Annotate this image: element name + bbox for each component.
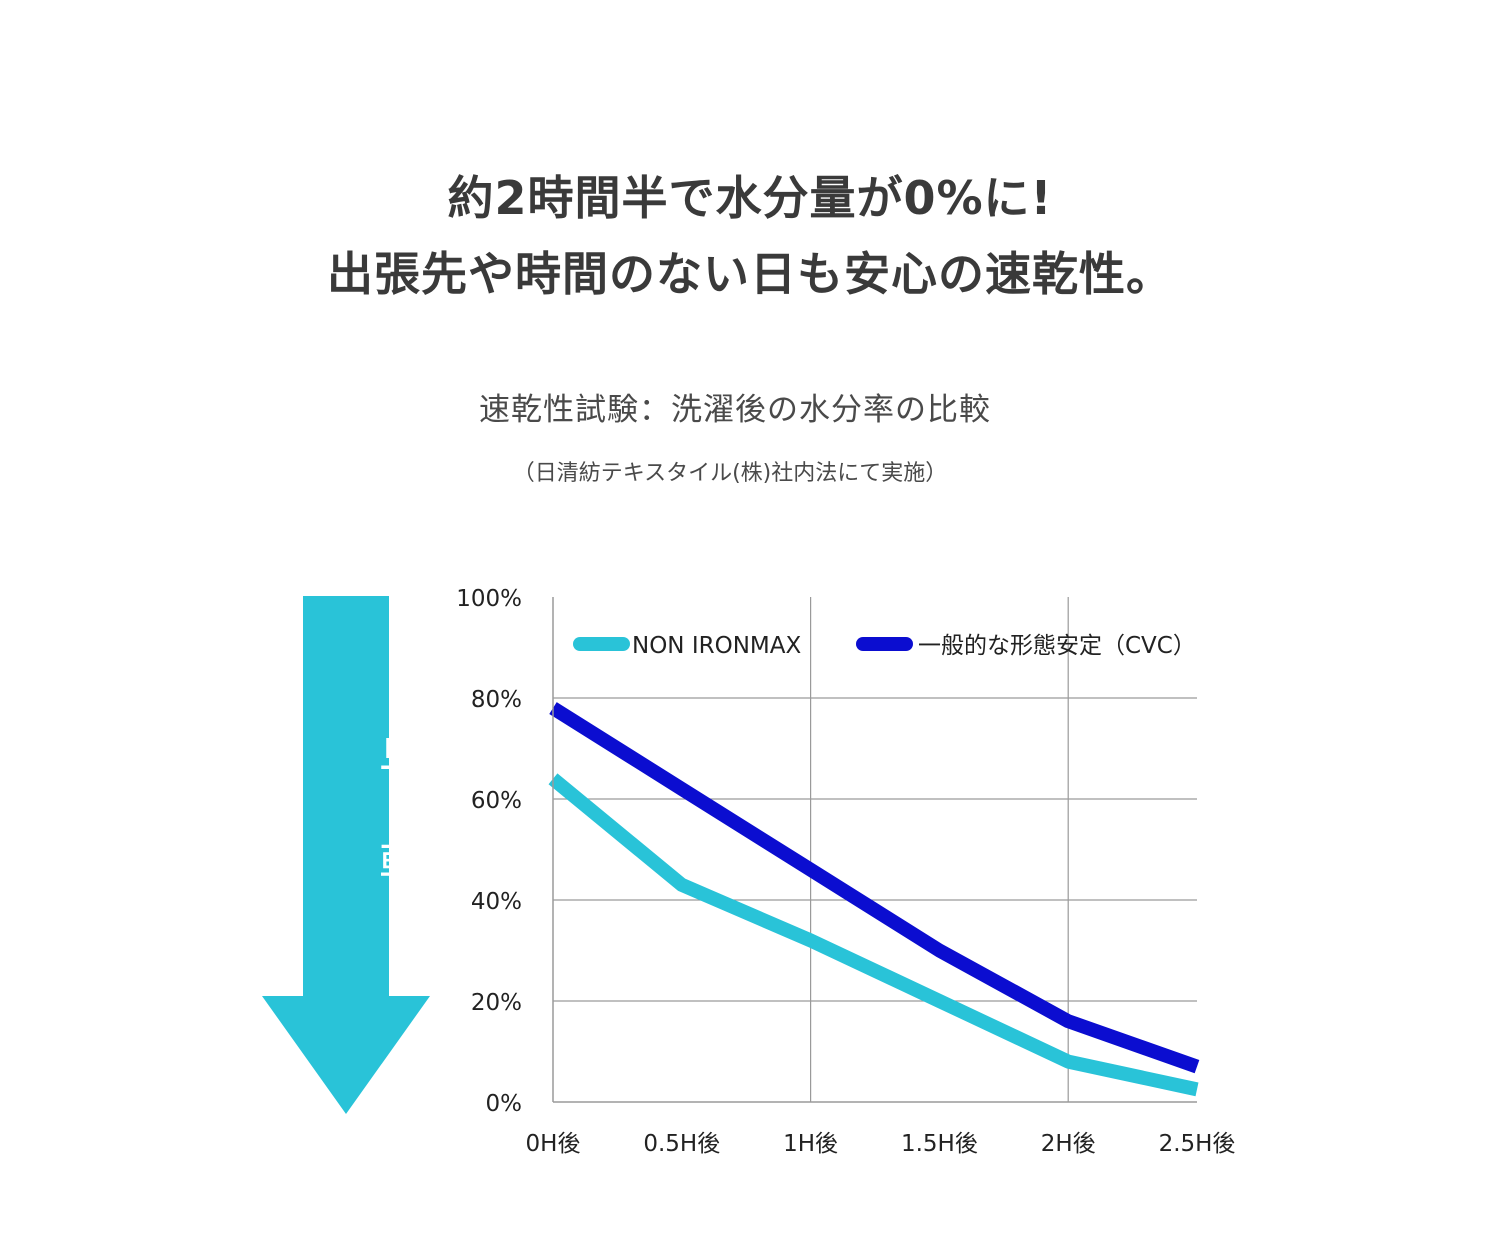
- chart-axes: 100% 80% 60% 40% 20% 0%0H後 0.5H後 1H後 1.5H後 2H後 2.5…: [456, 586, 1235, 1157]
- legend-label: 一般的な形態安定（CVC）: [918, 633, 1196, 659]
- chart-series: [548, 702, 1200, 1097]
- test-note: （日清紡テキスタイル(株)社内法にて実施）: [512, 461, 948, 486]
- x-tick-label: 1.5H後: [901, 1131, 978, 1157]
- faster-drying-arrow: 早く乾く: [262, 596, 430, 1114]
- y-tick-label: 100%: [456, 586, 522, 612]
- headline: 約2時間半で水分量が0%に! 出張先や時間のない日も安心の速乾性。: [0, 160, 1500, 312]
- x-tick-label: 2.5H後: [1159, 1131, 1236, 1157]
- chart-grid: [553, 597, 1197, 1102]
- x-tick-label: 0.5H後: [643, 1131, 720, 1157]
- series-line: [549, 702, 1200, 1074]
- headline-line-1: 約2時間半で水分量が0%に!: [447, 171, 1053, 225]
- arrow-label: 早く乾く: [370, 734, 426, 942]
- x-tick-label: 2H後: [1041, 1131, 1096, 1157]
- x-tick-label: 0H後: [526, 1131, 581, 1157]
- y-tick-label: 40%: [471, 889, 522, 915]
- series-line: [548, 773, 1199, 1097]
- y-tick-label: 0%: [486, 1091, 523, 1117]
- x-tick-label: 1H後: [783, 1131, 838, 1157]
- chart-legend: NON IRONMAX 一般的な形態安定（CVC）: [573, 633, 1196, 659]
- legend-label: NON IRONMAX: [632, 633, 801, 659]
- test-title: 速乾性試験：洗濯後の水分率の比較: [479, 392, 991, 428]
- headline-line-2: 出張先や時間のない日も安心の速乾性。: [327, 247, 1173, 301]
- y-tick-label: 20%: [471, 990, 522, 1016]
- y-tick-label: 80%: [471, 687, 522, 713]
- down-arrow-icon: [262, 596, 430, 1114]
- y-tick-label: 60%: [471, 788, 522, 814]
